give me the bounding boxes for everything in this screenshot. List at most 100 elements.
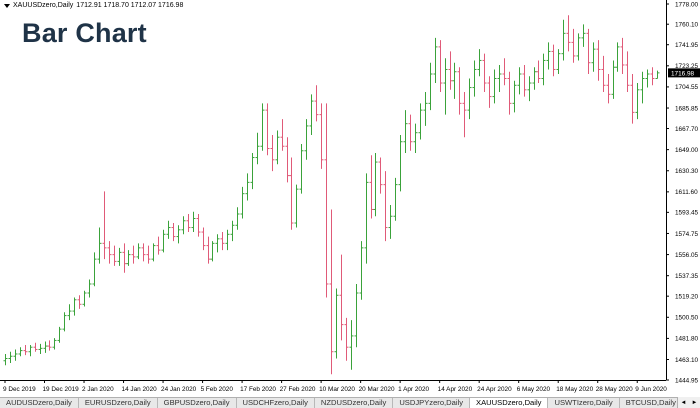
ohlc-bar [373, 153, 378, 217]
current-price-marker: 1716.98 [668, 68, 700, 78]
tab-scroll-right-icon[interactable]: ► [691, 399, 698, 406]
ohlc-bar [571, 28, 576, 63]
y-tick-label: 1444.95 [675, 377, 699, 384]
x-tick-label: 27 Feb 2020 [280, 386, 316, 393]
ohlc-bar [620, 37, 625, 74]
chart-tab-8[interactable]: BTCUSD,Daily [619, 398, 683, 408]
y-tick-label: 1760.10 [675, 22, 699, 29]
ohlc-bar [112, 245, 117, 266]
chart-tab-0[interactable]: AUDUSDzero,Daily [0, 398, 79, 408]
chart-tab-7[interactable]: USWTIzero,Daily [548, 398, 620, 408]
ohlc-bar [161, 229, 166, 253]
ohlc-bar [62, 312, 67, 332]
ohlc-bar [156, 236, 161, 255]
ohlc-bar [280, 119, 285, 151]
dropdown-triangle-icon [4, 3, 10, 8]
ohlc-bar [28, 344, 33, 357]
ohlc-bar [171, 223, 176, 242]
y-tick-label: 1463.10 [675, 357, 699, 364]
x-tick-label: 14 Apr 2020 [438, 386, 473, 393]
ohlc-bar [245, 173, 250, 201]
x-tick-label: 10 Mar 2020 [319, 386, 355, 393]
ohlc-bar [443, 58, 448, 115]
ohlc-bar [294, 184, 299, 228]
symbol-name: XAUUSDzero,Daily [13, 2, 74, 9]
ohlc-bar [260, 103, 265, 151]
ohlc-bar [551, 44, 556, 77]
ohlc-bar [388, 204, 393, 239]
y-tick-label: 1630.30 [675, 168, 699, 175]
ohlc-bar [423, 92, 428, 126]
ohlc-bar [329, 209, 334, 375]
ohlc-bar [438, 40, 443, 93]
ohlc-bar [428, 62, 433, 111]
ohlc-bar [497, 64, 502, 93]
ohlc-bar [309, 94, 314, 135]
ohlc-bar [556, 49, 561, 74]
ohlc-bar [487, 76, 492, 108]
x-tick-label: 24 Jan 2020 [161, 386, 197, 393]
ohlc-bar [196, 213, 201, 237]
chart-tab-3[interactable]: USDCHFzero,Daily [236, 398, 315, 408]
ohlc-bar [136, 243, 141, 260]
ohlc-bar [630, 73, 635, 124]
x-tick-label: 18 May 2020 [556, 386, 593, 393]
ohlc-bar [126, 250, 131, 266]
ohlc-bar [541, 53, 546, 86]
ohlc-bar [467, 78, 472, 120]
ohlc-bar [640, 71, 645, 104]
ohlc-bar [82, 290, 87, 307]
ohlc-bar [457, 67, 462, 115]
ohlc-bar [532, 67, 537, 90]
ohlc-bar [314, 85, 319, 122]
y-tick-label: 1685.85 [675, 105, 699, 112]
ohlc-bar [536, 60, 541, 84]
x-tick-label: 2 Jan 2020 [82, 386, 114, 393]
ohlc-bar [472, 60, 477, 97]
x-tick-label: 6 May 2020 [517, 386, 551, 393]
ohlc-bar [596, 40, 601, 81]
x-tick-label: 1 Apr 2020 [398, 386, 429, 393]
y-tick-label: 1481.80 [675, 336, 699, 343]
ohlc-bar [403, 110, 408, 154]
ohlc-bar [191, 211, 196, 233]
x-tick-label: 24 Apr 2020 [477, 386, 512, 393]
ohlc-bar [354, 283, 359, 348]
ohlc-bar [477, 49, 482, 77]
ohlc-bar [433, 37, 438, 84]
ohlc-bar [611, 60, 616, 99]
ohlc-bar [591, 42, 596, 72]
ohlc-bar [517, 67, 522, 95]
ohlc-bar [561, 19, 566, 61]
y-tick-label: 1704.55 [675, 84, 699, 91]
ohlc-bar [201, 227, 206, 251]
tab-scroll-left-icon[interactable]: ◄ [680, 399, 687, 406]
ohlc-bar [324, 103, 329, 298]
ohlc-bar [289, 157, 294, 230]
ohlc-bar [319, 103, 324, 169]
ohlc-bar [215, 234, 220, 253]
ohlc-bar [462, 92, 467, 138]
price-chart[interactable]: 1778.00 1760.10 1741.95 1723.25 1704.55 1685.… [0, 0, 700, 397]
chart-tab-2[interactable]: GBPUSDzero,Daily [157, 398, 237, 408]
chart-tab-1[interactable]: EURUSDzero,Daily [78, 398, 158, 408]
ohlc-bar [527, 76, 532, 102]
ohlc-bar [448, 51, 453, 90]
ohlc-bar [210, 241, 215, 262]
x-tick-label: 14 Jan 2020 [122, 386, 158, 393]
y-tick-label: 1778.00 [675, 1, 699, 8]
ohlc-bar [581, 24, 586, 47]
y-tick-label: 1611.60 [675, 189, 698, 196]
ohlc-bar [146, 245, 151, 264]
ohlc-bar [285, 137, 290, 183]
ohlc-bar [344, 317, 349, 361]
ohlc-bar [97, 227, 102, 264]
x-tick-label: 20 Mar 2020 [359, 386, 395, 393]
ohlc-bar [220, 232, 225, 251]
chart-tab-4[interactable]: NZDUSDzero,Daily [314, 398, 394, 408]
ohlc-bar [57, 326, 62, 343]
chart-tab-6[interactable]: XAUUSDzero,Daily [470, 398, 549, 408]
ohlc-bar [52, 338, 57, 350]
chart-tab-5[interactable]: USDJPYzero,Daily [393, 398, 471, 408]
